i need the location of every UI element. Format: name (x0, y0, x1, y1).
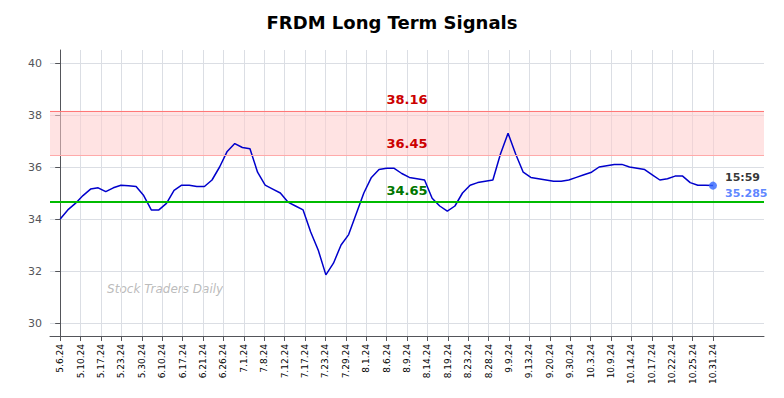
svg-text:8.1.24: 8.1.24 (361, 344, 371, 373)
svg-text:30: 30 (28, 317, 42, 330)
svg-text:10.9.24: 10.9.24 (606, 344, 616, 379)
svg-text:10.25.24: 10.25.24 (688, 344, 698, 384)
svg-text:8.6.24: 8.6.24 (382, 344, 392, 373)
svg-text:FRDM Long Term Signals: FRDM Long Term Signals (267, 12, 518, 33)
svg-text:7.17.24: 7.17.24 (300, 344, 310, 379)
svg-text:8.19.24: 8.19.24 (443, 344, 453, 379)
svg-text:34.65: 34.65 (386, 183, 427, 198)
svg-text:7.23.24: 7.23.24 (320, 344, 330, 379)
svg-text:5.6.24: 5.6.24 (55, 344, 65, 373)
svg-text:36.45: 36.45 (386, 136, 427, 151)
svg-text:6.21.24: 6.21.24 (198, 344, 208, 379)
svg-text:7.29.24: 7.29.24 (341, 344, 351, 379)
svg-text:38.16: 38.16 (386, 92, 427, 107)
svg-text:10.17.24: 10.17.24 (647, 344, 657, 384)
svg-text:36: 36 (28, 161, 42, 174)
svg-text:9.20.24: 9.20.24 (545, 344, 555, 379)
svg-text:10.22.24: 10.22.24 (667, 344, 677, 384)
svg-text:10.31.24: 10.31.24 (708, 344, 718, 384)
svg-text:38: 38 (28, 109, 42, 122)
svg-text:6.17.24: 6.17.24 (178, 344, 188, 379)
svg-text:9.30.24: 9.30.24 (565, 344, 575, 379)
svg-text:6.26.24: 6.26.24 (218, 344, 228, 379)
svg-text:8.14.24: 8.14.24 (422, 344, 432, 379)
svg-text:10.14.24: 10.14.24 (626, 344, 636, 384)
svg-text:7.8.24: 7.8.24 (259, 344, 269, 373)
svg-text:9.9.24: 9.9.24 (504, 344, 514, 373)
svg-text:7.1.24: 7.1.24 (239, 344, 249, 373)
svg-text:35.285: 35.285 (725, 187, 767, 200)
svg-text:5.30.24: 5.30.24 (137, 344, 147, 379)
svg-text:5.23.24: 5.23.24 (116, 344, 126, 379)
svg-text:8.23.24: 8.23.24 (463, 344, 473, 379)
svg-text:8.28.24: 8.28.24 (484, 344, 494, 379)
svg-text:40: 40 (28, 57, 42, 70)
svg-text:15:59: 15:59 (725, 171, 760, 184)
svg-text:9.13.24: 9.13.24 (524, 344, 534, 379)
svg-text:8.9.24: 8.9.24 (402, 344, 412, 373)
svg-text:5.10.24: 5.10.24 (76, 344, 86, 379)
svg-text:6.10.24: 6.10.24 (157, 344, 167, 379)
svg-text:5.17.24: 5.17.24 (96, 344, 106, 379)
svg-text:Stock Traders Daily: Stock Traders Daily (107, 282, 224, 296)
svg-text:10.3.24: 10.3.24 (586, 344, 596, 379)
svg-text:32: 32 (28, 265, 42, 278)
svg-text:7.12.24: 7.12.24 (280, 344, 290, 379)
svg-text:34: 34 (28, 213, 42, 226)
